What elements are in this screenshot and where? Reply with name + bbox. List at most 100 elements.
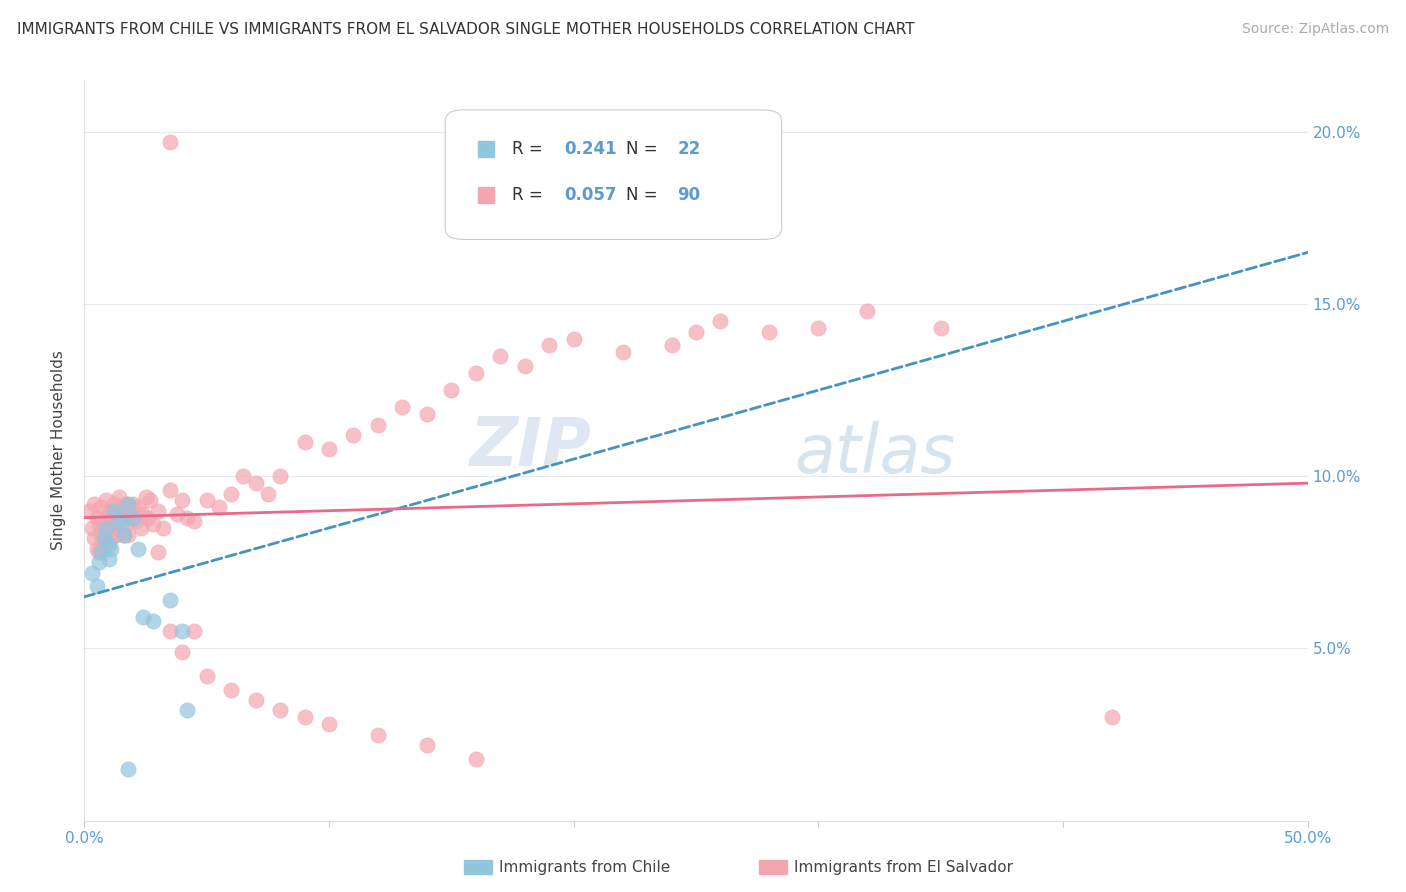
Point	[294, 434, 316, 449]
Point	[195, 669, 218, 683]
Point	[96, 531, 118, 545]
Point	[127, 500, 149, 515]
Text: IMMIGRANTS FROM CHILE VS IMMIGRANTS FROM EL SALVADOR SINGLE MOTHER HOUSEHOLDS CO: IMMIGRANTS FROM CHILE VS IMMIGRANTS FROM…	[17, 22, 914, 37]
Point	[159, 593, 181, 607]
Point	[132, 610, 155, 624]
Point	[112, 528, 135, 542]
Point	[176, 703, 198, 717]
Point	[103, 497, 125, 511]
Point	[391, 401, 413, 415]
Point	[80, 566, 103, 580]
Point	[127, 541, 149, 556]
Text: 22: 22	[678, 140, 700, 158]
Point	[77, 504, 100, 518]
Point	[93, 538, 115, 552]
Point	[464, 752, 486, 766]
Point	[103, 517, 125, 532]
Point	[86, 510, 108, 524]
Point	[100, 541, 122, 556]
Point	[195, 493, 218, 508]
Point	[100, 531, 122, 545]
Point	[83, 531, 105, 545]
Point	[612, 345, 634, 359]
Point	[96, 493, 118, 508]
Y-axis label: Single Mother Households: Single Mother Households	[51, 351, 66, 550]
Text: 0.241: 0.241	[564, 140, 616, 158]
Point	[758, 325, 780, 339]
Point	[115, 497, 138, 511]
Text: R =: R =	[513, 140, 548, 158]
Point	[245, 693, 267, 707]
Point	[152, 521, 174, 535]
Point	[120, 510, 142, 524]
Text: 90: 90	[678, 186, 700, 204]
Point	[96, 521, 118, 535]
Point	[90, 545, 112, 559]
Point	[172, 493, 194, 508]
Point	[232, 469, 254, 483]
Point	[87, 545, 110, 559]
Point	[685, 325, 707, 339]
Point	[112, 507, 135, 521]
Text: R =: R =	[513, 186, 548, 204]
Point	[110, 524, 132, 539]
Point	[166, 507, 188, 521]
Point	[97, 521, 120, 535]
Text: N =: N =	[626, 140, 664, 158]
Text: 0.057: 0.057	[564, 186, 616, 204]
Point	[122, 510, 145, 524]
Text: atlas: atlas	[794, 421, 955, 487]
Point	[219, 682, 242, 697]
Point	[90, 500, 112, 515]
Point	[159, 483, 181, 497]
Point	[117, 497, 139, 511]
Text: Source: ZipAtlas.com: Source: ZipAtlas.com	[1241, 22, 1389, 37]
Point	[125, 514, 148, 528]
Point	[93, 531, 115, 545]
Point	[97, 552, 120, 566]
Point	[562, 332, 585, 346]
Point	[105, 507, 128, 521]
Point	[80, 521, 103, 535]
Point	[112, 528, 135, 542]
Point	[269, 703, 291, 717]
Point	[107, 510, 129, 524]
Point	[856, 304, 879, 318]
Point	[115, 517, 138, 532]
Point	[136, 510, 159, 524]
Point	[367, 727, 389, 741]
Point	[245, 476, 267, 491]
Point	[172, 624, 194, 639]
Point	[513, 359, 536, 373]
Point	[183, 624, 205, 639]
FancyBboxPatch shape	[446, 110, 782, 239]
Text: N =: N =	[626, 186, 664, 204]
Point	[110, 517, 132, 532]
Point	[105, 528, 128, 542]
Point	[172, 645, 194, 659]
Point	[117, 528, 139, 542]
Point	[661, 338, 683, 352]
Point	[117, 762, 139, 776]
Point	[342, 428, 364, 442]
Point	[122, 497, 145, 511]
Point	[97, 504, 120, 518]
Point	[107, 490, 129, 504]
Point	[146, 504, 169, 518]
Point	[709, 314, 731, 328]
Text: Immigrants from Chile: Immigrants from Chile	[499, 860, 671, 874]
Point	[416, 407, 439, 421]
Point	[142, 614, 165, 628]
Point	[219, 486, 242, 500]
Point	[100, 510, 122, 524]
Point	[139, 493, 162, 508]
Point	[117, 504, 139, 518]
Point	[87, 555, 110, 569]
Point	[97, 538, 120, 552]
Point	[464, 366, 486, 380]
Point	[90, 528, 112, 542]
Point	[129, 521, 152, 535]
Text: Immigrants from El Salvador: Immigrants from El Salvador	[794, 860, 1014, 874]
Point	[208, 500, 231, 515]
Point	[135, 490, 157, 504]
